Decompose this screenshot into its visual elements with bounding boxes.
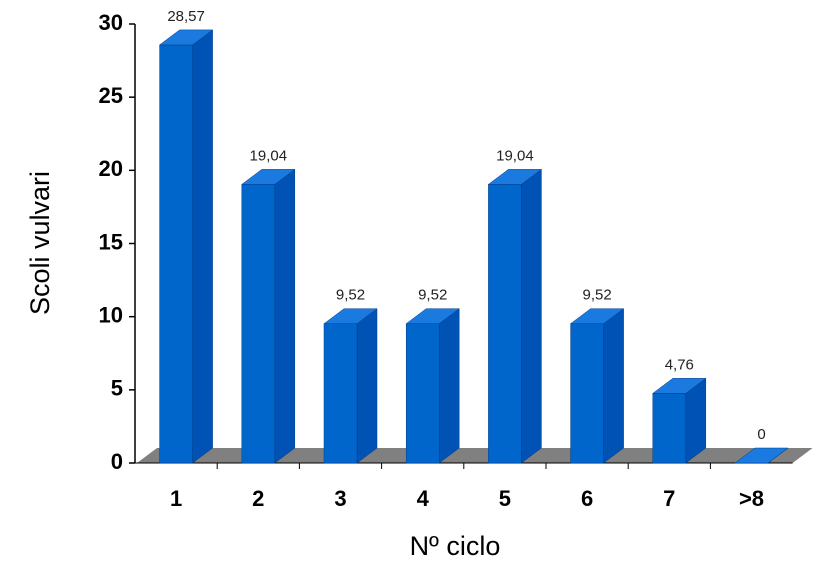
bar-top — [652, 378, 707, 394]
value-label: 19,04 — [250, 147, 288, 164]
bar-side — [274, 168, 296, 464]
bar — [734, 447, 789, 464]
value-label: 19,04 — [496, 147, 534, 164]
x-tick-label: 5 — [499, 486, 511, 511]
value-label: 4,76 — [665, 356, 694, 373]
bar-top — [323, 308, 378, 324]
y-tick-label: 0 — [111, 449, 123, 474]
floor — [137, 448, 813, 463]
y-tick-label: 15 — [99, 229, 123, 254]
bar-side — [356, 308, 378, 464]
bar-front — [652, 393, 687, 464]
bar — [323, 308, 378, 464]
bar-top — [569, 308, 625, 324]
bar-front — [323, 323, 358, 464]
bar — [241, 168, 296, 464]
x-tick-label: 1 — [170, 486, 182, 511]
x-tick-label: >8 — [739, 486, 764, 511]
y-tick-label: 5 — [111, 376, 123, 401]
bar-top — [734, 447, 789, 464]
value-label: 28,57 — [167, 8, 205, 25]
y-tick-label: 20 — [99, 156, 123, 181]
bar-front — [570, 323, 604, 464]
bar-front — [159, 44, 193, 464]
bar-front — [241, 184, 276, 464]
x-tick-label: 6 — [581, 486, 593, 511]
bar-top — [487, 169, 543, 185]
bar — [569, 308, 625, 464]
value-label: 9,52 — [582, 287, 611, 304]
bar — [652, 377, 707, 464]
y-tick-label: 30 — [99, 10, 123, 35]
x-tick-label: 3 — [334, 486, 346, 511]
x-tick-label: 4 — [417, 486, 430, 511]
bar — [487, 168, 543, 464]
value-label: 0 — [757, 426, 765, 443]
x-tick-label: 7 — [663, 486, 675, 511]
y-axis-title: Scoli vulvari — [25, 171, 55, 315]
y-tick-label: 25 — [99, 83, 123, 108]
bar-top — [158, 29, 214, 46]
y-tick-label: 10 — [99, 302, 123, 327]
value-label: 9,52 — [336, 287, 365, 304]
bar-side — [438, 308, 460, 464]
bar-side — [192, 29, 213, 464]
bar-side — [603, 308, 624, 464]
bar-front — [405, 323, 440, 464]
value-label: 9,52 — [418, 287, 447, 304]
bar-front — [488, 184, 522, 464]
x-tick-label: 2 — [252, 486, 264, 511]
bar — [405, 308, 460, 464]
bar-side — [521, 168, 542, 464]
x-axis-title: Nº ciclo — [410, 531, 501, 561]
bar — [158, 29, 214, 464]
bar-top — [405, 308, 460, 324]
bar-top — [241, 169, 296, 185]
